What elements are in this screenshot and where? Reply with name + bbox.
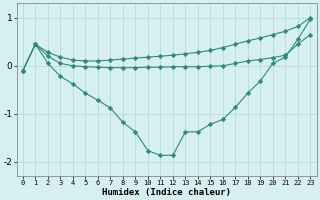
X-axis label: Humidex (Indice chaleur): Humidex (Indice chaleur) bbox=[102, 188, 231, 197]
